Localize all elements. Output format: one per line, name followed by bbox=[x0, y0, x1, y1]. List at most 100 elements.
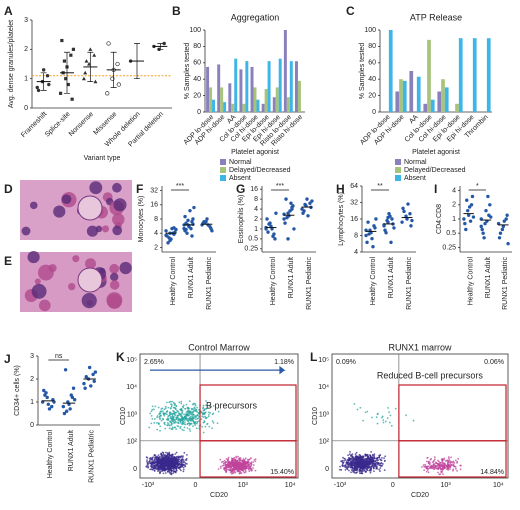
y-tick-label: 10⁴ bbox=[126, 384, 137, 391]
event-dot bbox=[452, 469, 454, 472]
event-dot bbox=[431, 467, 434, 469]
legend-swatch bbox=[220, 159, 226, 165]
plot-frame bbox=[331, 353, 509, 479]
event-dot bbox=[190, 422, 193, 425]
event-dot bbox=[372, 460, 374, 463]
event-dot bbox=[376, 413, 379, 416]
event-dot bbox=[449, 460, 451, 463]
event-dot bbox=[152, 466, 155, 469]
bar bbox=[217, 64, 221, 112]
event-dot bbox=[151, 464, 153, 466]
event-dot bbox=[440, 471, 443, 474]
event-dot bbox=[423, 469, 426, 472]
event-dot bbox=[372, 463, 374, 466]
event-dot bbox=[186, 423, 189, 426]
event-dot bbox=[382, 421, 385, 424]
point bbox=[373, 226, 377, 230]
point bbox=[164, 233, 168, 238]
y-tick-label: 10⁴ bbox=[318, 384, 329, 391]
point bbox=[290, 205, 294, 210]
event-dot bbox=[348, 453, 351, 456]
point bbox=[41, 68, 46, 72]
event-dot bbox=[436, 465, 438, 468]
cell bbox=[77, 267, 103, 293]
event-dot bbox=[443, 464, 445, 467]
point bbox=[364, 233, 368, 238]
event-dot bbox=[341, 465, 344, 467]
event-dot bbox=[219, 458, 222, 461]
event-dot bbox=[166, 418, 169, 421]
bar bbox=[272, 97, 276, 112]
event-dot bbox=[390, 424, 393, 427]
event-dot bbox=[145, 456, 148, 459]
bar bbox=[416, 76, 421, 112]
event-dot bbox=[428, 460, 430, 463]
event-dot bbox=[382, 419, 385, 421]
event-dot bbox=[176, 465, 179, 467]
point bbox=[374, 217, 378, 221]
event-dot bbox=[362, 419, 365, 422]
event-dot bbox=[188, 424, 191, 427]
event-dot bbox=[230, 460, 233, 463]
event-dot bbox=[177, 463, 180, 466]
event-dot bbox=[164, 451, 167, 454]
event-dot bbox=[357, 455, 360, 458]
event-dot bbox=[228, 466, 230, 469]
point bbox=[405, 217, 409, 221]
event-dot bbox=[162, 456, 165, 459]
event-dot bbox=[366, 460, 368, 462]
cell bbox=[53, 205, 66, 218]
event-dot bbox=[151, 408, 154, 411]
y-tick-label: 10⁵ bbox=[318, 357, 329, 364]
event-dot bbox=[381, 456, 383, 459]
point bbox=[506, 241, 510, 246]
point bbox=[91, 372, 95, 377]
event-dot bbox=[356, 457, 359, 459]
event-dot bbox=[233, 456, 236, 459]
event-dot bbox=[252, 467, 255, 469]
error-bar bbox=[157, 43, 164, 50]
panel-label: A bbox=[4, 4, 13, 18]
event-dot bbox=[206, 422, 209, 425]
point bbox=[45, 74, 50, 78]
point bbox=[267, 222, 271, 226]
point bbox=[466, 208, 470, 213]
event-dot bbox=[354, 455, 357, 458]
event-dot bbox=[227, 462, 230, 465]
point bbox=[303, 202, 307, 207]
x-tick-label: RUNX1 Adult bbox=[68, 430, 75, 471]
event-dot bbox=[166, 459, 169, 462]
event-dot bbox=[343, 457, 346, 460]
x-tick-label: 0 bbox=[391, 482, 395, 489]
event-dot bbox=[188, 428, 191, 431]
event-dot bbox=[380, 464, 382, 467]
event-dot bbox=[167, 406, 170, 409]
event-dot bbox=[348, 469, 350, 472]
event-dot bbox=[157, 456, 160, 459]
point bbox=[483, 221, 487, 226]
event-dot bbox=[153, 418, 156, 420]
event-dot bbox=[351, 456, 354, 458]
event-dot bbox=[194, 421, 197, 423]
panel-label: E bbox=[4, 254, 12, 268]
event-dot bbox=[455, 467, 457, 470]
point bbox=[50, 404, 54, 409]
bar bbox=[437, 91, 442, 112]
event-dot bbox=[161, 407, 164, 410]
event-dot bbox=[217, 468, 220, 470]
event-dot bbox=[351, 467, 354, 470]
error-bar bbox=[64, 51, 70, 94]
bar bbox=[231, 103, 235, 112]
event-dot bbox=[167, 468, 170, 471]
legend-label: Absent bbox=[404, 175, 426, 182]
cell bbox=[112, 225, 123, 236]
event-dot bbox=[369, 471, 372, 474]
point bbox=[162, 41, 166, 46]
event-dot bbox=[351, 458, 354, 460]
point bbox=[88, 47, 93, 51]
event-dot bbox=[364, 453, 367, 456]
event-dot bbox=[173, 404, 176, 407]
point bbox=[191, 222, 195, 226]
point bbox=[502, 219, 506, 223]
point bbox=[188, 208, 192, 213]
